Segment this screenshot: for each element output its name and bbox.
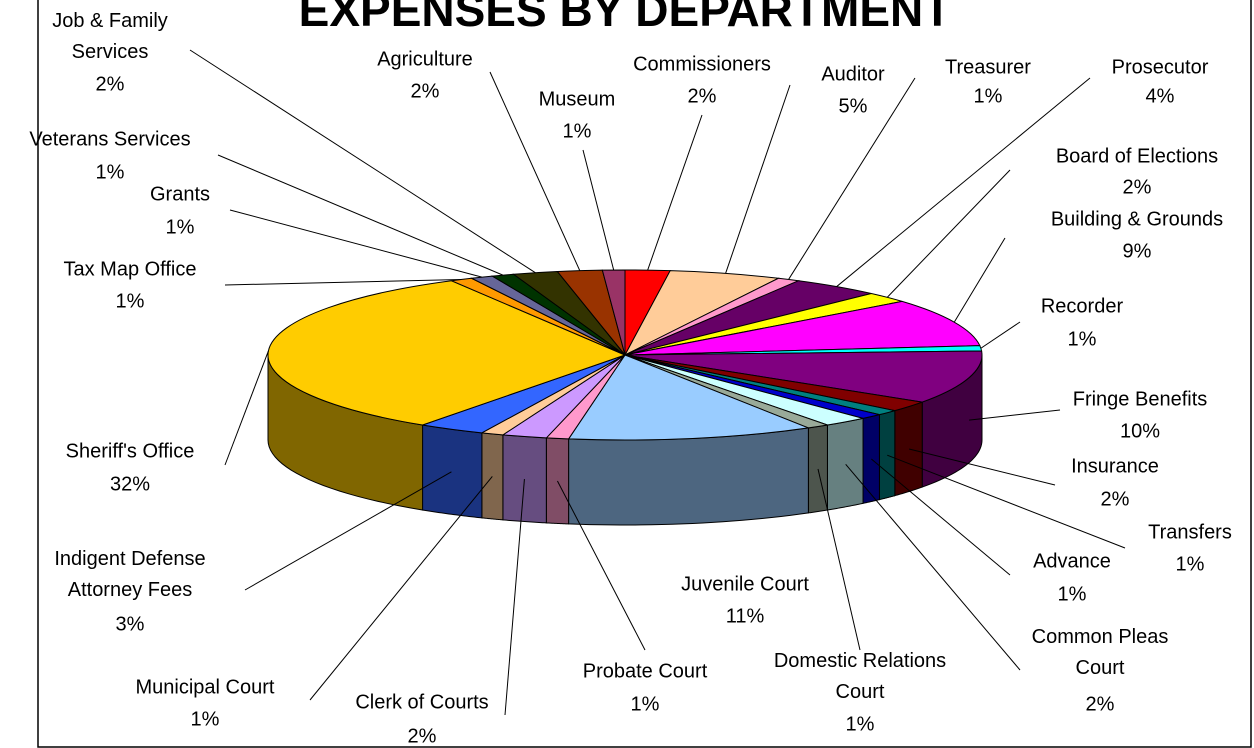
slice-value-label: 2% — [1101, 488, 1130, 510]
leader-line — [189, 49, 536, 274]
slice-label: Juvenile Court — [681, 573, 809, 595]
leader-line — [489, 71, 581, 271]
slice-value-label: 3% — [116, 613, 145, 635]
slice-label: Domestic Relations Court — [774, 650, 946, 703]
pie-side — [545, 437, 570, 525]
leader-line — [871, 458, 1011, 576]
leader-line — [217, 154, 504, 276]
leader-line — [647, 114, 703, 271]
slice-label: Veterans Services — [29, 128, 190, 150]
leader-line — [887, 454, 1126, 549]
slice-label: Advance — [1033, 550, 1111, 572]
slice-value-label: 11% — [726, 605, 765, 627]
pie-side — [422, 424, 483, 519]
chart-title: EXPENSES BY DEPARTMENT — [299, 0, 952, 36]
slice-label: Common Pleas Court — [1032, 626, 1169, 679]
slice-label: Commissioners — [633, 53, 771, 75]
slice-label: Board of Elections — [1056, 145, 1218, 167]
pie-slice — [624, 350, 983, 403]
slice-value-label: 10% — [1120, 420, 1160, 442]
leader-line — [908, 448, 1056, 486]
slice-value-label: 5% — [839, 95, 868, 117]
slice-label: Probate Court — [583, 660, 708, 682]
pie-slice — [624, 300, 981, 356]
leader-line — [224, 278, 462, 286]
slice-value-label: 32% — [110, 473, 150, 495]
leader-line — [556, 480, 646, 651]
slice-label: Prosecutor — [1112, 56, 1209, 78]
slice-value-label: 2% — [96, 73, 125, 95]
leader-line — [980, 321, 1021, 349]
slice-value-label: 1% — [1058, 583, 1087, 605]
slice-value-label: 1% — [191, 708, 220, 730]
leader-line — [788, 77, 916, 280]
slice-value-label: 4% — [1146, 85, 1175, 107]
slice-label: Transfers — [1148, 521, 1232, 543]
slice-value-label: 1% — [166, 216, 195, 238]
leader-line — [969, 409, 1061, 421]
leader-line — [582, 149, 615, 271]
pie-side — [481, 432, 504, 521]
slice-value-label: 1% — [846, 713, 875, 735]
slice-value-label: 2% — [411, 80, 440, 102]
slice-value-label: 1% — [1068, 328, 1097, 350]
slice-label: Clerk of Courts — [355, 691, 488, 713]
slice-label: Indigent Defense Attorney Fees — [54, 548, 205, 601]
slice-label: Museum — [539, 88, 616, 110]
pie-side — [502, 434, 547, 524]
slice-value-label: 1% — [974, 85, 1003, 107]
slice-value-label: 1% — [116, 290, 145, 312]
slice-label: Job & Family Services — [52, 10, 168, 63]
leader-line — [845, 463, 1021, 671]
slice-label: Building & Grounds — [1051, 208, 1223, 230]
slice-label: Treasurer — [945, 56, 1031, 78]
slice-label: Recorder — [1041, 295, 1124, 317]
pie-side — [862, 413, 880, 504]
pie-side — [568, 427, 809, 526]
slice-label: Municipal Court — [136, 676, 275, 698]
slice-value-label: 9% — [1123, 240, 1152, 262]
pie-side — [878, 410, 896, 501]
leader-line — [725, 84, 791, 274]
slice-value-label: 2% — [1086, 693, 1115, 715]
leader-line — [309, 476, 493, 701]
leader-line — [244, 471, 452, 591]
slice-value-label: 1% — [563, 120, 592, 142]
slice-value-label: 2% — [1123, 176, 1152, 198]
pie-slice — [567, 354, 811, 441]
slice-label: Tax Map Office — [63, 258, 196, 280]
slice-value-label: 1% — [1176, 553, 1205, 575]
pie-side — [826, 417, 864, 511]
leader-line — [504, 479, 525, 716]
pie-side — [807, 424, 828, 514]
leader-line — [886, 169, 1011, 298]
slice-label: Sheriff's Office — [66, 440, 195, 462]
slice-label: Auditor — [821, 63, 885, 85]
leader-line — [817, 468, 861, 651]
slice-value-label: 2% — [688, 85, 717, 107]
slice-value-label: 1% — [631, 693, 660, 715]
slice-value-label: 2% — [408, 725, 437, 747]
leader-line — [224, 350, 269, 466]
slice-label: Fringe Benefits — [1073, 388, 1208, 410]
pie-slice — [267, 280, 627, 426]
leader-line — [836, 77, 1091, 287]
slice-label: Agriculture — [377, 48, 473, 70]
leader-line — [229, 209, 482, 278]
slice-label: Grants — [150, 183, 210, 205]
leader-line — [953, 237, 1006, 323]
slice-label: Insurance — [1071, 455, 1159, 477]
slice-value-label: 1% — [96, 161, 125, 183]
